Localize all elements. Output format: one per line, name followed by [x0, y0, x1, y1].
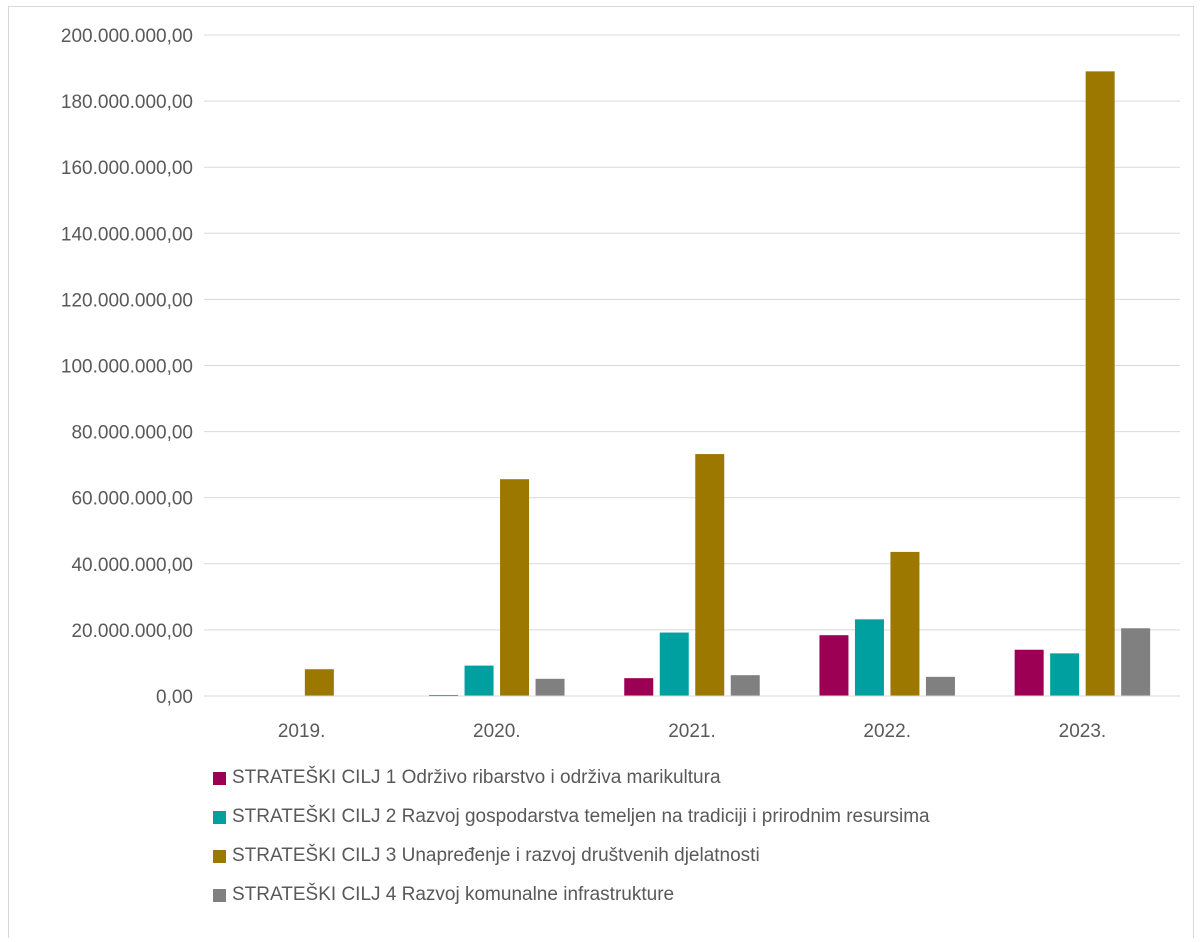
bar-series3-2019 — [304, 669, 334, 696]
bars — [304, 71, 1151, 697]
y-tick-label: 180.000.000,00 — [61, 92, 193, 113]
bar-series4-2023 — [1121, 628, 1151, 696]
gridlines — [204, 34, 1180, 697]
x-tick-label: 2021. — [668, 721, 716, 742]
y-tick-label: 120.000.000,00 — [61, 290, 193, 311]
bar-series3-2021 — [695, 454, 725, 696]
y-tick-label: 40.000.000,00 — [71, 555, 193, 576]
legend-swatch-3 — [213, 849, 226, 863]
bar-series1-2021 — [624, 678, 654, 696]
bar-series2-2020 — [464, 665, 494, 696]
bar-chart: 0,00 20.000.000,00 40.000.000,00 60.000.000… — [61, 26, 1180, 742]
legend-label-1: STRATEŠKI CILJ 1 Održivo ribarstvo i odr… — [232, 767, 721, 788]
bar-series1-2023 — [1014, 649, 1044, 696]
legend-label-3: STRATEŠKI CILJ 3 Unapređenje i razvoj dr… — [232, 845, 760, 866]
x-axis-ticks: 2019. 2020. 2021. 2022. 2023. — [278, 721, 1106, 742]
y-tick-label: 160.000.000,00 — [61, 158, 193, 179]
y-tick-label: 140.000.000,00 — [61, 224, 193, 245]
legend-label-4: STRATEŠKI CILJ 4 Razvoj komunalne infras… — [232, 884, 675, 905]
y-tick-label: 60.000.000,00 — [71, 489, 193, 510]
y-tick-label: 20.000.000,00 — [71, 621, 193, 642]
legend: STRATEŠKI CILJ 1 Održivo ribarstvo i odr… — [213, 767, 930, 924]
x-tick-label: 2022. — [863, 721, 911, 742]
x-tick-label: 2019. — [278, 721, 326, 742]
legend-swatch-2 — [213, 810, 226, 824]
legend-swatch-1 — [213, 771, 226, 785]
bar-series3-2020 — [500, 479, 530, 696]
bar-series3-2022 — [890, 551, 920, 696]
x-tick-label: 2023. — [1059, 721, 1107, 742]
bar-series2-2023 — [1050, 653, 1080, 696]
legend-item-3: STRATEŠKI CILJ 3 Unapređenje i razvoj dr… — [213, 845, 930, 866]
y-tick-label: 100.000.000,00 — [61, 357, 193, 378]
y-tick-label: 80.000.000,00 — [71, 423, 193, 444]
y-tick-label: 0,00 — [156, 687, 193, 708]
bar-series4-2022 — [925, 676, 955, 696]
legend-item-4: STRATEŠKI CILJ 4 Razvoj komunalne infras… — [213, 884, 930, 905]
bar-series4-2020 — [535, 678, 565, 696]
y-axis-ticks: 0,00 20.000.000,00 40.000.000,00 60.000.000… — [61, 26, 193, 708]
bar-series2-2021 — [659, 632, 689, 696]
bar-series3-2023 — [1085, 71, 1115, 697]
bar-series2-2022 — [854, 619, 884, 696]
legend-swatch-4 — [213, 888, 226, 902]
legend-item-2: STRATEŠKI CILJ 2 Razvoj gospodarstva tem… — [213, 806, 930, 827]
legend-item-1: STRATEŠKI CILJ 1 Održivo ribarstvo i odr… — [213, 767, 930, 788]
bar-series1-2022 — [819, 635, 849, 696]
legend-label-2: STRATEŠKI CILJ 2 Razvoj gospodarstva tem… — [232, 806, 930, 827]
chart-frame — [8, 6, 1194, 938]
bar-series4-2021 — [730, 675, 760, 696]
y-tick-label: 200.000.000,00 — [61, 26, 193, 47]
x-tick-label: 2020. — [473, 721, 521, 742]
